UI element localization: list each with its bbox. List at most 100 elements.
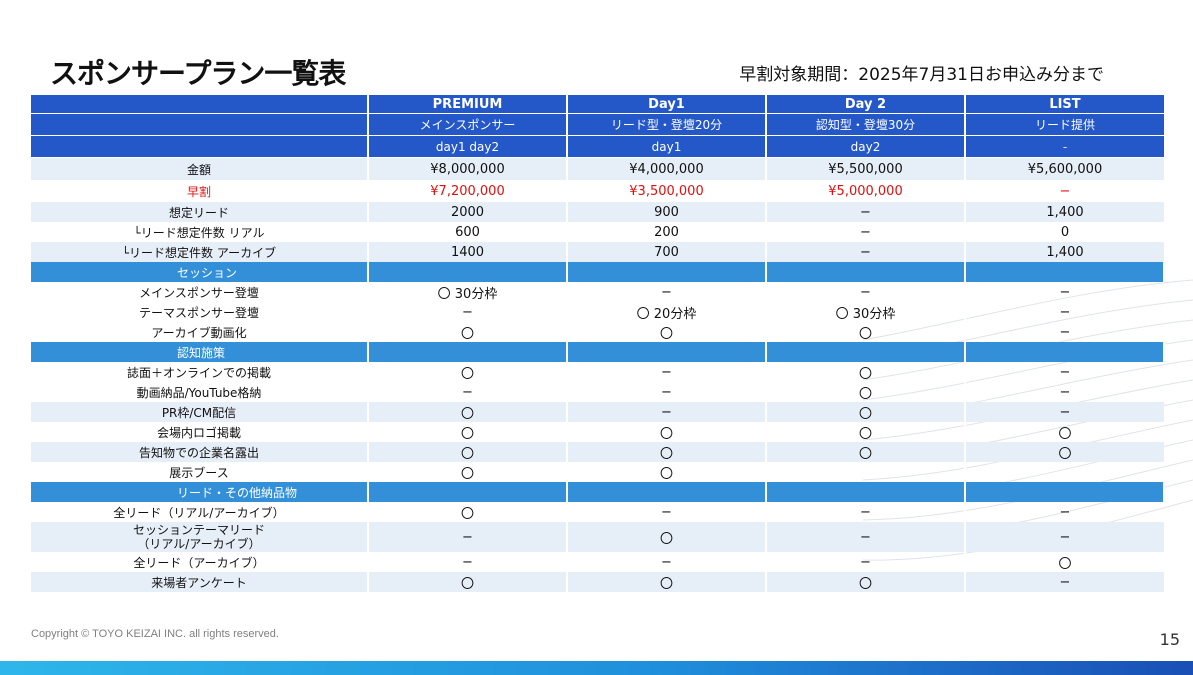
cell-day2: − <box>766 222 966 242</box>
table-row-pr-cm: PR枠/CM配信 〇 − 〇 − <box>31 402 1164 422</box>
cell-list: − <box>1059 324 1071 340</box>
cell-list: − <box>1059 504 1071 520</box>
table-row-session-theme-leads: セッションテーマリード （リアル/アーカイブ） − 〇 − − <box>31 522 1164 552</box>
cell-list: − <box>1059 304 1071 320</box>
row-label: 金額 <box>31 157 369 180</box>
cell-premium: 〇 <box>368 572 568 592</box>
row-label: 全リード（リアル/アーカイブ） <box>31 502 369 522</box>
cell-day1: 900 <box>567 202 767 222</box>
row-label: 告知物での企業名露出 <box>31 442 369 462</box>
type-premium: メインスポンサー <box>368 113 568 136</box>
cell-day2: − <box>766 552 966 572</box>
cell-premium: ¥8,000,000 <box>368 157 568 180</box>
cell-day1: 〇 <box>567 522 767 552</box>
row-label: 動画納品/YouTube格納 <box>31 382 369 402</box>
cell-day1: 〇 20分枠 <box>567 302 767 322</box>
cell-list: 〇 <box>1058 556 1072 572</box>
cell-premium: 600 <box>368 222 568 242</box>
table-row-all-leads-archive: 全リード（アーカイブ） − − − 〇 <box>31 552 1164 572</box>
table-row-leads-real: └リード想定件数 リアル 600 200 − 0 <box>31 222 1164 242</box>
cell-day2: 〇 <box>766 382 966 402</box>
plan-day2: Day 2 <box>766 95 966 114</box>
row-label: PR枠/CM配信 <box>31 402 369 422</box>
table-row-company-exposure: 告知物での企業名露出 〇 〇 〇 〇 <box>31 442 1164 462</box>
cell-day1: − <box>567 552 767 572</box>
cell-list: − <box>1059 364 1071 380</box>
cell-day2: − <box>766 242 966 262</box>
row-label: メインスポンサー登壇 <box>31 282 369 302</box>
cell-list: − <box>1059 183 1071 199</box>
table-row-all-leads: 全リード（リアル/アーカイブ） 〇 − − − <box>31 502 1164 522</box>
table-row-venue-logo: 会場内ロゴ掲載 〇 〇 〇 〇 <box>31 422 1164 442</box>
cell-day2: 〇 <box>766 422 966 442</box>
section-label: 認知施策 <box>31 342 369 362</box>
cell-premium: 〇 <box>368 462 568 482</box>
table-row-survey: 来場者アンケート 〇 〇 〇 − <box>31 572 1164 592</box>
section-header-awareness: 認知施策 <box>31 342 1165 362</box>
header-blank <box>31 95 369 114</box>
cell-day2: 〇 <box>766 362 966 382</box>
cell-day2: ¥5,000,000 <box>766 180 966 202</box>
cell-day2: − <box>766 202 966 222</box>
table-row-theme-sponsor-talk: テーマスポンサー登壇 − 〇 20分枠 〇 30分枠 − <box>31 302 1164 322</box>
cell-day1: − <box>567 402 767 422</box>
row-label: 誌面＋オンラインでの掲載 <box>31 362 369 382</box>
table-row-price: 金額 ¥8,000,000 ¥4,000,000 ¥5,500,000 ¥5,6… <box>31 157 1164 180</box>
header-plan-row: PREMIUM Day1 Day 2 LIST <box>31 95 1164 114</box>
row-label: テーマスポンサー登壇 <box>31 302 369 322</box>
cell-premium: − <box>368 302 568 322</box>
cell-premium: − <box>368 382 568 402</box>
cell-list: − <box>1059 384 1071 400</box>
row-label: 全リード（アーカイブ） <box>31 552 369 572</box>
cell-list: − <box>965 522 1164 552</box>
cell-premium: 〇 <box>368 422 568 442</box>
cell-day1: 〇 <box>567 422 767 442</box>
cell-day1: 200 <box>567 222 767 242</box>
row-label: 想定リード <box>31 202 369 222</box>
cell-day2: 〇 <box>766 572 966 592</box>
cell-day2: − <box>766 522 966 552</box>
cell-day1: − <box>567 362 767 382</box>
section-header-session: セッション <box>31 262 1165 282</box>
section-label: セッション <box>31 262 369 282</box>
cell-day1: 〇 <box>567 442 767 462</box>
cell-premium: 2000 <box>368 202 568 222</box>
cell-day2: 〇 30分枠 <box>766 302 966 322</box>
footer-gradient-bar <box>0 661 1193 675</box>
cell-list: − <box>965 402 1164 422</box>
plan-premium: PREMIUM <box>368 95 568 114</box>
table-row-leads-archive: └リード想定件数 アーカイブ 1400 700 − 1,400 <box>31 242 1164 262</box>
cell-list: 0 <box>1060 224 1070 240</box>
table-row-early-price: 早割 ¥7,200,000 ¥3,500,000 ¥5,000,000 − <box>31 180 1164 202</box>
row-label: 展示ブース <box>31 462 369 482</box>
cell-day1: 700 <box>567 242 767 262</box>
cell-premium: 〇 <box>368 362 568 382</box>
cell-list: 〇 <box>965 442 1164 462</box>
cell-day1: − <box>567 502 767 522</box>
cell-list: − <box>965 572 1164 592</box>
header-type-row: メインスポンサー リード型・登壇20分 認知型・登壇30分 リード提供 <box>31 113 1164 136</box>
cell-premium: 1400 <box>368 242 568 262</box>
day-day1: day1 <box>567 135 767 158</box>
cell-list: 1,400 <box>965 202 1164 222</box>
row-label: 来場者アンケート <box>31 572 369 592</box>
header-day-row: day1 day2 day1 day2 - <box>31 135 1164 158</box>
cell-day1: 〇 <box>567 322 767 342</box>
cell-day1: ¥4,000,000 <box>567 157 767 180</box>
section-header-deliverables: リード・その他納品物 <box>31 482 1165 502</box>
cell-list: 1,400 <box>965 242 1164 262</box>
cell-list <box>965 462 1164 482</box>
table-row-booth: 展示ブース 〇 〇 <box>31 462 1164 482</box>
cell-list: ¥5,600,000 <box>965 157 1164 180</box>
cell-premium: − <box>368 552 568 572</box>
table-row-video-delivery: 動画納品/YouTube格納 − − 〇 − <box>31 382 1164 402</box>
plan-list: LIST <box>965 95 1164 114</box>
cell-premium: 〇 <box>368 322 568 342</box>
day-list: - <box>965 135 1164 158</box>
cell-premium: 〇 30分枠 <box>368 282 568 302</box>
early-discount-period: 早割対象期間：2025年7月31日お申込み分まで <box>739 65 1104 85</box>
table-row-main-sponsor-talk: メインスポンサー登壇 〇 30分枠 − − − <box>31 282 1164 302</box>
type-day1: リード型・登壇20分 <box>567 113 767 136</box>
day-premium: day1 day2 <box>368 135 568 158</box>
cell-premium: 〇 <box>368 442 568 462</box>
